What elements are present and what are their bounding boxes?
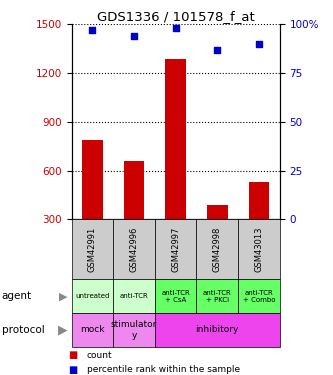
Text: stimulator
y: stimulator y [111,320,157,340]
Text: anti-TCR: anti-TCR [120,293,149,299]
Bar [82,140,103,268]
Point [173,25,178,31]
Text: anti-TCR
+ Combo: anti-TCR + Combo [243,290,275,303]
Text: GSM42998: GSM42998 [213,226,222,272]
Text: ■: ■ [68,364,78,375]
Text: percentile rank within the sample: percentile rank within the sample [87,365,240,374]
Text: anti-TCR
+ CsA: anti-TCR + CsA [161,290,190,303]
Text: GSM42991: GSM42991 [88,227,97,272]
Text: agent: agent [2,291,32,301]
Text: anti-TCR
+ PKCi: anti-TCR + PKCi [203,290,232,303]
Text: ▶: ▶ [59,324,68,336]
Text: mock: mock [80,326,105,334]
Bar [124,161,145,268]
Text: ■: ■ [68,350,78,360]
Text: protocol: protocol [2,325,44,335]
Point [214,47,220,53]
Text: count: count [87,351,112,360]
Bar [165,58,186,268]
Text: GSM42997: GSM42997 [171,226,180,272]
Point [90,27,95,33]
Text: GSM43013: GSM43013 [254,226,263,272]
Text: ▶: ▶ [59,291,68,301]
Title: GDS1336 / 101578_f_at: GDS1336 / 101578_f_at [97,10,254,23]
Text: GSM42996: GSM42996 [130,226,139,272]
Point [131,33,137,39]
Bar [207,205,228,268]
Bar [248,182,269,268]
Text: inhibitory: inhibitory [195,326,239,334]
Point [256,41,262,47]
Text: untreated: untreated [75,293,110,299]
